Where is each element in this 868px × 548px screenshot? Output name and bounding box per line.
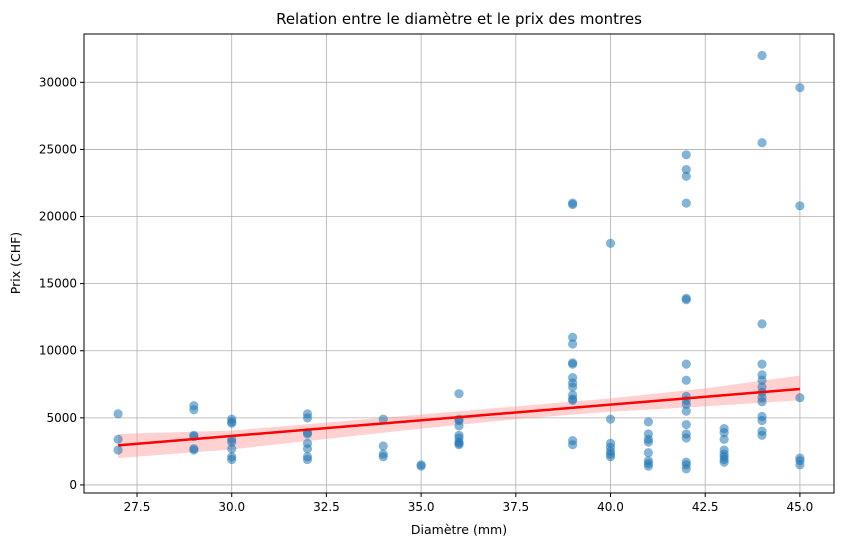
x-tick-label: 32.5 bbox=[313, 500, 340, 514]
data-point bbox=[378, 414, 388, 424]
data-point bbox=[568, 382, 578, 392]
data-point bbox=[605, 238, 616, 248]
data-point bbox=[757, 50, 767, 61]
y-axis-label: Prix (CHF) bbox=[8, 232, 23, 294]
data-point bbox=[113, 434, 123, 444]
data-point bbox=[795, 83, 805, 93]
data-point bbox=[454, 440, 464, 450]
data-point bbox=[568, 339, 578, 349]
regression-line-layer bbox=[117, 387, 801, 447]
data-point bbox=[681, 171, 691, 181]
data-point bbox=[643, 437, 653, 447]
data-point bbox=[605, 414, 616, 424]
data-point bbox=[454, 421, 464, 431]
x-tick-label: 42.5 bbox=[692, 500, 719, 514]
data-point bbox=[189, 445, 199, 455]
y-tick-label: 0 bbox=[69, 478, 77, 492]
data-point bbox=[302, 413, 313, 423]
y-tick-label: 30000 bbox=[39, 75, 77, 89]
data-point bbox=[795, 201, 805, 211]
x-tick-label: 45.0 bbox=[787, 500, 814, 514]
y-tick-label: 20000 bbox=[39, 210, 77, 224]
data-point bbox=[189, 405, 199, 415]
data-point bbox=[643, 448, 653, 458]
data-point bbox=[227, 418, 237, 428]
x-ticks: 27.5 30.0 32.5 35.0 37.5 40.0 42.5 45.0 bbox=[124, 493, 814, 514]
data-point bbox=[757, 138, 767, 148]
data-point bbox=[378, 441, 388, 451]
data-point bbox=[568, 199, 578, 210]
data-point bbox=[681, 433, 691, 443]
data-point bbox=[757, 430, 767, 440]
plot-frame bbox=[83, 33, 835, 494]
chart-title: Relation entre le diamètre et le prix de… bbox=[276, 10, 642, 28]
x-tick-label: 27.5 bbox=[124, 500, 151, 514]
data-point bbox=[227, 454, 237, 465]
y-tick-label: 15000 bbox=[39, 277, 77, 291]
data-point bbox=[302, 454, 313, 465]
data-point bbox=[302, 444, 313, 454]
data-point bbox=[302, 429, 313, 439]
data-point bbox=[568, 359, 578, 369]
data-point bbox=[795, 393, 805, 403]
x-tick-label: 35.0 bbox=[408, 500, 435, 514]
data-point bbox=[378, 452, 388, 462]
data-point bbox=[681, 150, 691, 160]
y-ticks: 0 5000 10000 15000 20000 25000 30000 bbox=[39, 75, 84, 492]
data-point bbox=[605, 452, 616, 462]
data-point bbox=[719, 457, 729, 467]
data-point bbox=[719, 428, 729, 438]
data-point bbox=[757, 359, 767, 369]
y-tick-label: 25000 bbox=[39, 142, 77, 156]
data-point bbox=[719, 434, 729, 444]
data-point bbox=[757, 375, 767, 385]
x-tick-label: 30.0 bbox=[218, 500, 245, 514]
data-point bbox=[681, 164, 691, 175]
x-axis-label: Diamètre (mm) bbox=[411, 522, 507, 537]
data-point bbox=[227, 444, 237, 454]
regression-line bbox=[117, 387, 801, 447]
data-point bbox=[454, 389, 464, 399]
data-point bbox=[227, 437, 237, 447]
data-point bbox=[113, 409, 123, 419]
data-point bbox=[568, 395, 578, 405]
x-tick-label: 40.0 bbox=[597, 500, 624, 514]
data-point bbox=[568, 440, 578, 450]
data-point bbox=[643, 461, 653, 471]
data-point bbox=[681, 464, 691, 474]
x-tick-label: 37.5 bbox=[502, 500, 529, 514]
data-point bbox=[757, 319, 767, 329]
data-point bbox=[416, 461, 426, 471]
y-tick-label: 10000 bbox=[39, 344, 77, 358]
data-point bbox=[681, 198, 691, 208]
data-point bbox=[643, 417, 653, 427]
y-tick-label: 5000 bbox=[46, 411, 77, 425]
data-point bbox=[681, 399, 691, 410]
data-point bbox=[568, 332, 578, 342]
data-point bbox=[681, 406, 691, 416]
data-point bbox=[681, 419, 691, 430]
data-point bbox=[681, 375, 691, 385]
data-point bbox=[681, 359, 691, 369]
data-point bbox=[757, 397, 767, 407]
data-point bbox=[795, 460, 805, 470]
data-point bbox=[681, 295, 691, 305]
data-point bbox=[757, 415, 767, 426]
data-point bbox=[113, 445, 123, 455]
